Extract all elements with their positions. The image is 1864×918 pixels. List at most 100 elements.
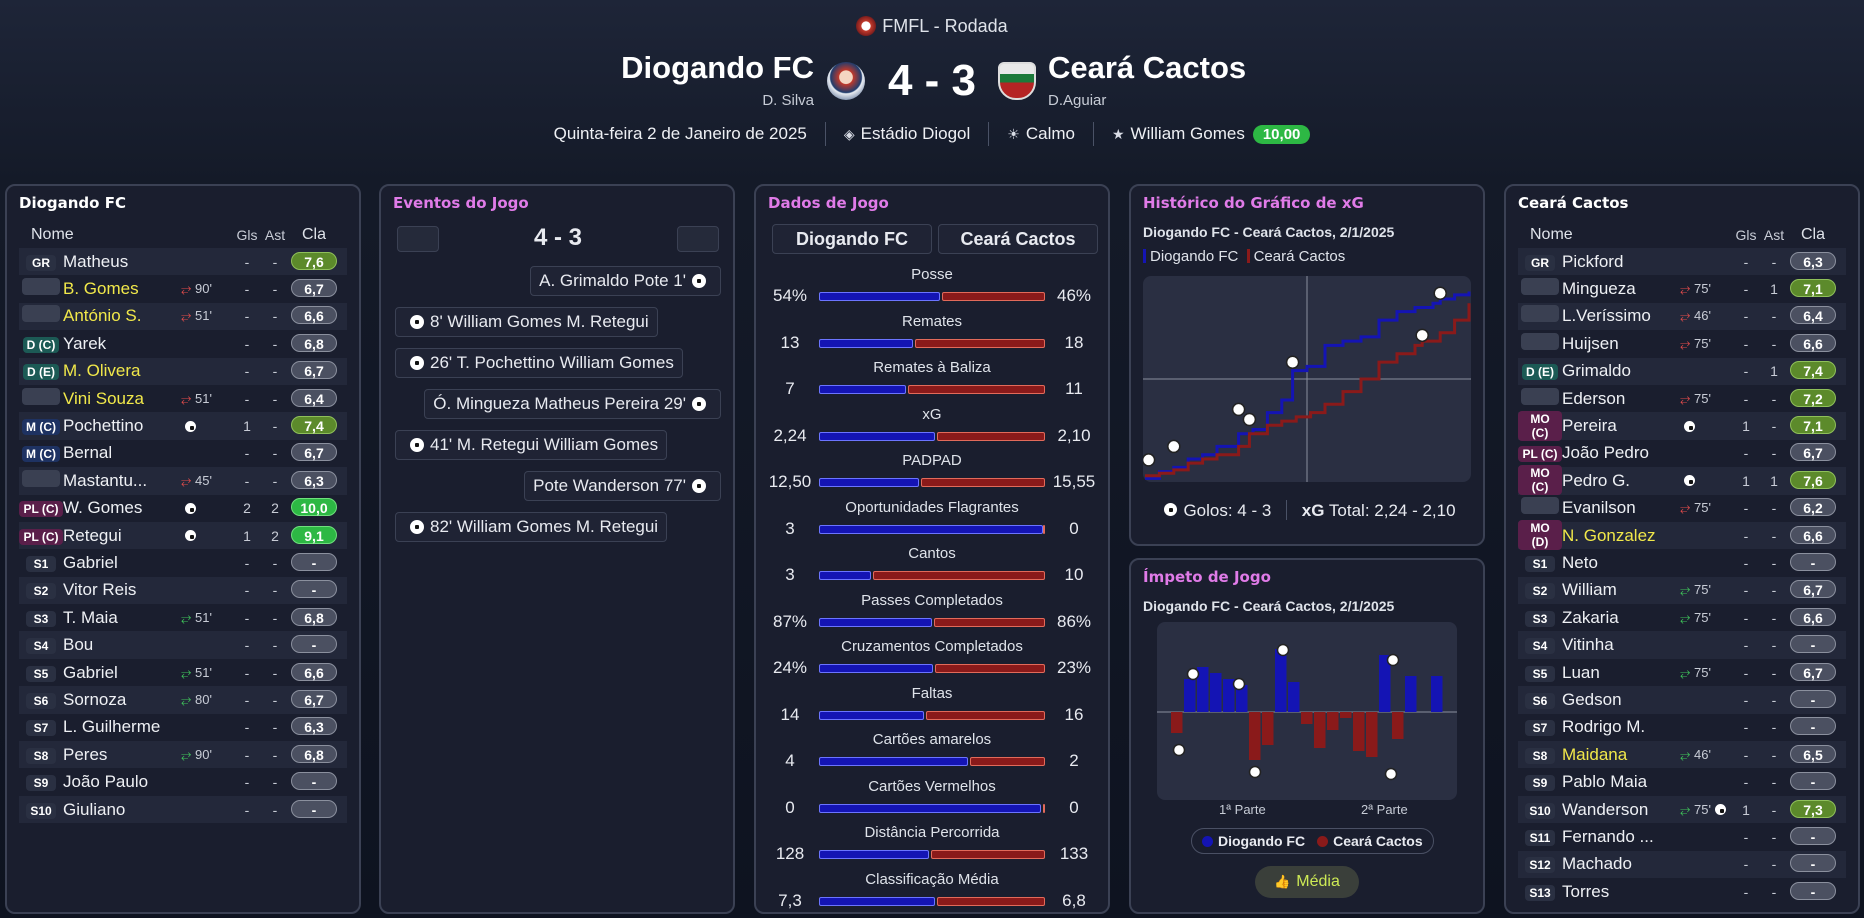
player-row[interactable]: S13 Torres - - - [1518, 878, 1846, 905]
player-name[interactable]: L. Guilherme [63, 717, 161, 737]
col-name-header[interactable]: Nome [1530, 226, 1573, 243]
event-item[interactable]: 82' William Gomes M. Retegui [395, 512, 668, 542]
player-row[interactable]: S6 Sornoza ⥂ 80' - -6,7 [19, 686, 347, 714]
player-row[interactable]: MO (D) N. Gonzalez - -6,6 [1518, 520, 1846, 551]
player-row[interactable]: S4 Vitinha - - - [1518, 631, 1846, 659]
event-item[interactable]: Ó. Mingueza Matheus Pereira 29' [424, 389, 721, 419]
player-name[interactable]: M. Olivera [63, 361, 141, 381]
player-name[interactable]: Pablo Maia [1562, 772, 1648, 792]
player-name[interactable]: Fernando ... [1562, 826, 1654, 846]
player-row[interactable]: M (C) Pochettino 1 -7,4 [19, 412, 347, 440]
player-name[interactable]: Pedro G. [1562, 470, 1631, 490]
player-name[interactable]: William [1562, 580, 1617, 600]
player-row[interactable]: D (E) Grimaldo - 1 7,4 [1518, 357, 1846, 385]
player-row[interactable]: S3 Zakaria ⥂ 75' - -6,6 [1518, 604, 1846, 631]
home-coach[interactable]: D. Silva [762, 92, 814, 109]
player-name[interactable]: Mingueza [1562, 279, 1636, 299]
player-name[interactable]: Rodrigo M. [1562, 717, 1646, 737]
player-name[interactable]: L.Veríssimo [1562, 306, 1651, 326]
player-row[interactable]: L.Veríssimo ⥂ 46' - -6,4 [1518, 302, 1846, 331]
player-row[interactable]: S9 João Paulo - - - [19, 768, 347, 795]
player-row[interactable]: S5 Gabriel ⥂ 51' - -6,6 [19, 659, 347, 686]
player-row[interactable]: GR Matheus - -7,6 [19, 248, 347, 276]
player-row[interactable]: S10 Wanderson ⥂ 75' 1 -7,3 [1518, 795, 1846, 824]
player-row[interactable]: Vini Souza ⥂ 51' - -6,4 [19, 385, 347, 412]
col-goals-header[interactable]: Gls [236, 227, 258, 243]
player-name[interactable]: João Pedro [1562, 443, 1649, 463]
player-row[interactable]: S11 Fernando ... - - - [1518, 823, 1846, 850]
motm-name[interactable]: William Gomes [1130, 124, 1245, 143]
player-name[interactable]: Bernal [63, 443, 113, 463]
player-name[interactable]: W. Gomes [63, 498, 143, 518]
player-name[interactable]: Vitor Reis [63, 580, 137, 600]
col-assists-header[interactable]: Ast [264, 227, 286, 243]
media-button[interactable]: 👍 Média [1255, 866, 1359, 898]
player-row[interactable]: S8 Maidana ⥂ 46' - -6,5 [1518, 741, 1846, 769]
player-row[interactable]: Huijsen ⥂ 75' - -6,6 [1518, 330, 1846, 357]
player-row[interactable]: M (C) Bernal - -6,7 [19, 440, 347, 467]
player-name[interactable]: Grimaldo [1562, 361, 1631, 381]
player-name[interactable]: Huijsen [1562, 333, 1619, 353]
away-coach[interactable]: D.Aguiar [1048, 92, 1107, 109]
home-crest-icon[interactable] [827, 62, 865, 100]
momentum-legend-away[interactable]: Ceará Cactos [1317, 833, 1423, 849]
stats-away-team[interactable]: Ceará Cactos [938, 224, 1098, 254]
player-name[interactable]: N. Gonzalez [1562, 525, 1656, 545]
player-row[interactable]: S12 Machado - - - [1518, 850, 1846, 878]
player-row[interactable]: Mastantu... ⥂ 45' - -6,3 [19, 467, 347, 495]
player-row[interactable]: S3 T. Maia ⥂ 51' - -6,8 [19, 604, 347, 631]
col-assists-header[interactable]: Ast [1763, 227, 1785, 243]
player-row[interactable]: MO (C) Pedro G. 1 1 7,6 [1518, 465, 1846, 496]
player-name[interactable]: Wanderson [1562, 799, 1649, 819]
player-name[interactable]: João Paulo [63, 772, 149, 792]
player-name[interactable]: Bou [63, 635, 94, 655]
player-name[interactable]: Gabriel [63, 662, 118, 682]
player-name[interactable]: T. Maia [63, 607, 118, 627]
event-item[interactable]: A. Grimaldo Pote 1' [530, 266, 721, 296]
player-name[interactable]: Pickford [1562, 251, 1624, 271]
player-name[interactable]: Pochettino [63, 416, 144, 436]
player-row[interactable]: S6 Gedson - - - [1518, 686, 1846, 714]
event-item[interactable]: Pote Wanderson 77' [524, 471, 721, 501]
player-name[interactable]: Torres [1562, 881, 1610, 901]
player-name[interactable]: Matheus [63, 251, 129, 271]
player-row[interactable]: S4 Bou - - - [19, 631, 347, 659]
player-name[interactable]: Yarek [63, 333, 107, 353]
player-row[interactable]: D (C) Yarek - -6,8 [19, 330, 347, 357]
player-row[interactable]: António S. ⥂ 51' - -6,6 [19, 302, 347, 331]
player-row[interactable]: S7 L. Guilherme - -6,3 [19, 714, 347, 741]
col-rating-header[interactable]: Cla [301, 226, 326, 243]
away-crest-icon[interactable] [998, 62, 1036, 100]
player-row[interactable]: Ederson ⥂ 75' - -7,2 [1518, 385, 1846, 412]
player-name[interactable]: Mastantu... [63, 470, 148, 490]
player-name[interactable]: Retegui [63, 525, 122, 545]
player-name[interactable]: Pereira [1562, 416, 1617, 436]
col-rating-header[interactable]: Cla [1800, 226, 1825, 243]
event-item[interactable]: 26' T. Pochettino William Gomes [395, 348, 683, 378]
stats-home-team[interactable]: Diogando FC [772, 224, 932, 254]
player-name[interactable]: Neto [1562, 552, 1598, 572]
player-row[interactable]: S2 Vitor Reis - - - [19, 576, 347, 605]
stadium-name[interactable]: Estádio Diogol [860, 124, 971, 143]
player-name[interactable]: Gabriel [63, 552, 118, 572]
player-name[interactable]: Giuliano [63, 799, 126, 819]
player-row[interactable]: B. Gomes ⥂ 90' - -6,7 [19, 275, 347, 302]
player-row[interactable]: D (E) M. Olivera - -6,7 [19, 357, 347, 385]
player-row[interactable]: MO (C) Pereira 1 -7,1 [1518, 410, 1846, 441]
player-row[interactable]: S1 Gabriel - - - [19, 549, 347, 576]
player-row[interactable]: PL (C) Retegui 1 2 9,1 [19, 521, 347, 550]
player-row[interactable]: PL (C) W. Gomes 2 2 10,0 [19, 495, 347, 522]
home-team-name[interactable]: Diogando FC [621, 50, 814, 85]
player-name[interactable]: Luan [1562, 662, 1600, 682]
player-name[interactable]: Peres [63, 744, 108, 764]
xg-legend-away[interactable]: Ceará Cactos [1253, 248, 1346, 265]
away-team-name[interactable]: Ceará Cactos [1048, 50, 1247, 85]
player-row[interactable]: S2 William ⥂ 75' - -6,7 [1518, 576, 1846, 605]
player-row[interactable]: S5 Luan ⥂ 75' - -6,7 [1518, 659, 1846, 686]
player-row[interactable]: Evanilson ⥂ 75' - -6,2 [1518, 495, 1846, 522]
player-name[interactable]: B. Gomes [63, 279, 139, 299]
player-row[interactable]: S10 Giuliano - - - [19, 795, 347, 824]
player-name[interactable]: Machado [1562, 854, 1632, 874]
player-row[interactable]: PL (C) João Pedro - -6,7 [1518, 440, 1846, 467]
col-goals-header[interactable]: Gls [1735, 227, 1757, 243]
